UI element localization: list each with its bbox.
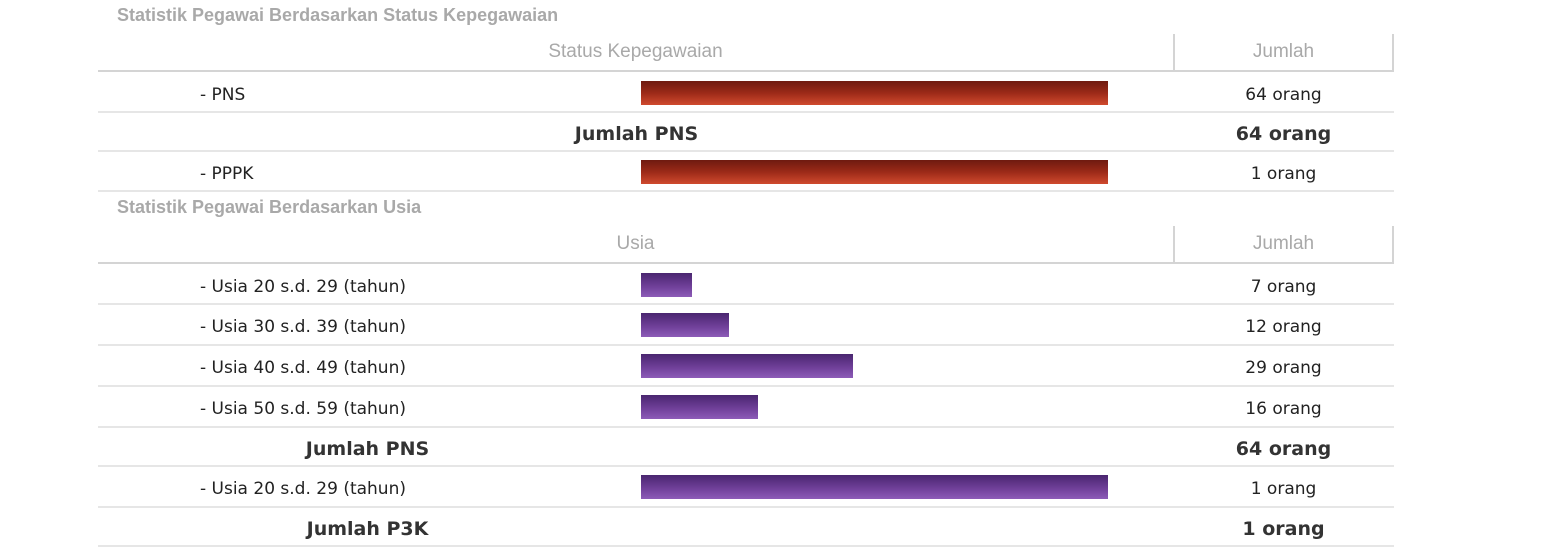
bar-pns <box>641 81 1108 105</box>
row-count: 16 orang <box>1245 399 1322 419</box>
total-label: Jumlah P3K <box>306 518 429 540</box>
table-row-total-pns: Jumlah PNS 64 orang <box>98 113 1394 152</box>
row-count: 1 orang <box>1250 479 1317 499</box>
table-row-p3k-age-20-29: - Usia 20 s.d. 29 (tahun) 1 orang <box>98 467 1394 508</box>
count-col-header: Jumlah <box>1173 34 1394 70</box>
bar-pppk <box>641 160 1108 184</box>
bar-p3k-age-20-29 <box>641 475 1108 499</box>
age-table: Usia Jumlah - Usia 20 s.d. 29 (tahun) 7 … <box>98 226 1394 547</box>
total-label: Jumlah PNS <box>574 123 699 145</box>
status-table-header: Status Kepegawaian Jumlah <box>98 34 1394 72</box>
status-section-title: Statistik Pegawai Berdasarkan Status Kep… <box>117 5 559 25</box>
row-label: - Usia 30 s.d. 39 (tahun) <box>200 317 406 337</box>
row-count: 1 orang <box>1250 164 1317 184</box>
total-label: Jumlah PNS <box>305 438 430 460</box>
total-count: 1 orang <box>1242 518 1325 540</box>
row-count: 12 orang <box>1245 317 1322 337</box>
age-col-header: Usia <box>616 233 655 254</box>
table-row-age-40-49: - Usia 40 s.d. 49 (tahun) 29 orang <box>98 346 1394 387</box>
table-row-age-20-29: - Usia 20 s.d. 29 (tahun) 7 orang <box>98 264 1394 305</box>
table-row-pns: - PNS 64 orang <box>98 72 1394 113</box>
row-label: - Usia 50 s.d. 59 (tahun) <box>200 399 406 419</box>
bar-age-20-29 <box>641 273 692 297</box>
age-section-title: Statistik Pegawai Berdasarkan Usia <box>117 197 422 217</box>
table-row-total-pns: Jumlah PNS 64 orang <box>98 428 1394 467</box>
row-count: 7 orang <box>1250 277 1317 297</box>
bar-age-40-49 <box>641 354 853 378</box>
status-col-header: Status Kepegawaian <box>548 41 723 62</box>
table-row-pppk: - PPPK 1 orang <box>98 152 1394 192</box>
total-count: 64 orang <box>1235 438 1332 460</box>
row-label: - PNS <box>200 85 246 105</box>
table-row-age-30-39: - Usia 30 s.d. 39 (tahun) 12 orang <box>98 305 1394 346</box>
bar-age-50-59 <box>641 395 758 419</box>
row-label: - Usia 20 s.d. 29 (tahun) <box>200 479 406 499</box>
row-label: - Usia 20 s.d. 29 (tahun) <box>200 277 406 297</box>
total-count: 64 orang <box>1235 123 1332 145</box>
row-count: 29 orang <box>1245 358 1322 378</box>
count-col-header: Jumlah <box>1173 226 1394 262</box>
table-row-total-p3k: Jumlah P3K 1 orang <box>98 508 1394 547</box>
status-table: Status Kepegawaian Jumlah - PNS 64 orang… <box>98 34 1394 192</box>
row-label: - PPPK <box>200 164 254 184</box>
bar-age-30-39 <box>641 313 729 337</box>
row-count: 64 orang <box>1245 85 1322 105</box>
row-label: - Usia 40 s.d. 49 (tahun) <box>200 358 406 378</box>
age-table-header: Usia Jumlah <box>98 226 1394 264</box>
table-row-age-50-59: - Usia 50 s.d. 59 (tahun) 16 orang <box>98 387 1394 428</box>
